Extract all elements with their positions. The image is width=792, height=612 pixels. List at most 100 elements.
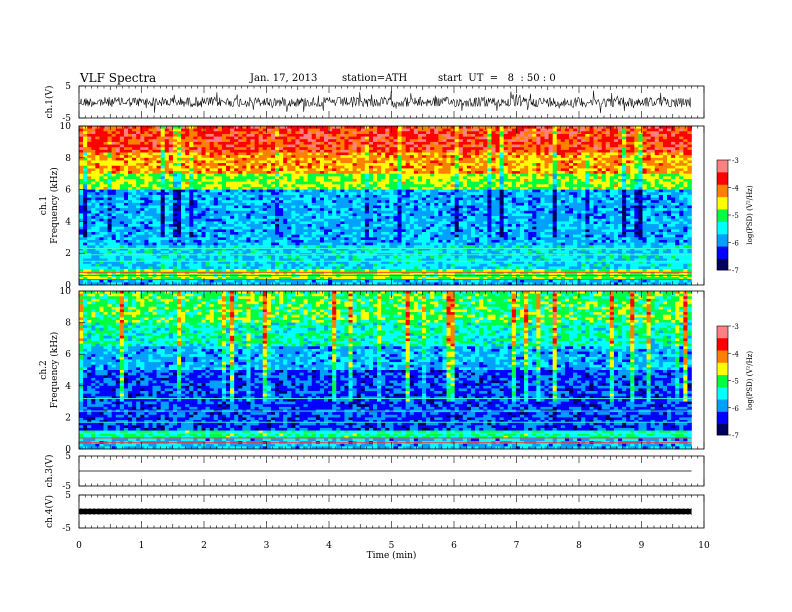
spectrogram-cell — [352, 133, 357, 137]
spectrogram-cell — [622, 136, 627, 140]
spectrogram-cell — [589, 181, 594, 185]
spectrogram-cell — [275, 205, 280, 209]
spectrogram-cell — [483, 165, 488, 169]
spectrogram-cell — [311, 160, 317, 164]
spectrogram-cell — [307, 168, 313, 172]
spectrogram-cell — [634, 131, 639, 135]
spectrogram-cell — [266, 163, 272, 167]
spectrogram-cell — [360, 157, 366, 161]
spectrogram-cell — [667, 147, 672, 151]
spectrogram-cell — [144, 155, 149, 159]
spectrogram-cell — [303, 147, 308, 151]
spectrogram-cell — [475, 171, 480, 174]
spectrogram-cell — [520, 136, 525, 140]
spectrogram-cell — [434, 173, 439, 177]
spectrogram-cell — [148, 131, 153, 135]
spectrogram-cell — [601, 168, 607, 172]
spectrogram-cell — [442, 136, 447, 140]
spectrogram-cell — [205, 165, 210, 169]
spectrogram-cell — [295, 131, 300, 135]
spectrogram-cell — [495, 160, 500, 164]
spectrogram-cell — [503, 155, 509, 159]
spectrogram-cell — [679, 157, 684, 161]
spectrogram-cell — [675, 157, 680, 161]
spectrogram-cell — [226, 141, 231, 145]
spectrogram-cell — [250, 189, 255, 193]
spectrogram-cell — [201, 168, 206, 172]
spectrogram-cell — [266, 152, 272, 156]
spectrogram-cell — [569, 133, 574, 137]
spectrogram-cell — [99, 168, 104, 172]
spectrogram-cell — [675, 176, 680, 180]
spectrogram-cell — [295, 165, 300, 169]
spectrogram-cell — [585, 171, 590, 174]
spectrogram-cell — [299, 141, 304, 145]
spectrogram-cell — [503, 197, 509, 201]
spectrogram-cell — [258, 149, 264, 153]
spectrogram-cell — [626, 128, 631, 132]
spectrogram-cell — [148, 160, 153, 164]
spectrogram-cell — [344, 173, 349, 177]
spectrogram-cell — [324, 149, 329, 153]
spectrogram-cell — [291, 179, 296, 182]
spectrogram-cell — [209, 139, 215, 143]
spectrogram-cell — [352, 184, 357, 188]
spectrogram-cell — [536, 200, 541, 204]
spectrogram-cell — [658, 184, 664, 188]
spectrogram-cell — [132, 168, 137, 172]
spectrogram-cell — [389, 179, 394, 182]
spectrogram-cell — [503, 133, 509, 137]
spectrogram-cell — [352, 139, 357, 143]
spectrogram-cell — [324, 152, 329, 156]
spectrogram-cell — [221, 176, 227, 180]
spectrogram-cell — [136, 181, 141, 185]
spectrogram-cell — [499, 171, 504, 174]
spectrogram-cell — [483, 160, 488, 164]
spectrogram-cell — [377, 176, 382, 180]
spectrogram-cell — [368, 205, 374, 209]
spectrogram-cell — [270, 202, 276, 206]
spectrogram-cell — [275, 147, 280, 151]
spectrogram-cell — [593, 173, 598, 177]
spectrogram-cell — [242, 144, 247, 148]
spectrogram-cell — [548, 179, 553, 182]
spectrogram-cell — [123, 147, 129, 151]
spectrogram-cell — [552, 139, 558, 143]
spectrogram-cell — [128, 141, 133, 145]
spectrogram-cell — [221, 133, 227, 137]
spectrogram-cell — [618, 208, 623, 212]
spectrogram-cell — [536, 181, 541, 185]
spectrogram-cell — [634, 173, 639, 177]
spectrogram-cell — [564, 133, 570, 137]
spectrogram-cell — [511, 181, 517, 185]
spectrogram-cell — [128, 139, 133, 143]
spectrogram-cell — [393, 202, 398, 206]
spectrogram-cell — [111, 184, 117, 188]
spectrogram-cell — [307, 141, 313, 145]
spectrogram-cell — [393, 163, 398, 167]
spectrogram-cell — [168, 202, 174, 206]
spectrogram-cell — [605, 155, 611, 159]
spectrogram-cell — [164, 126, 170, 129]
spectrogram-cell — [683, 176, 688, 180]
spectrogram-cell — [119, 128, 125, 132]
spectrogram-cell — [581, 144, 586, 148]
spectrogram-cell — [319, 194, 325, 198]
spectrogram-cell — [430, 205, 435, 209]
spectrogram-cell — [630, 141, 635, 145]
spectrogram-cell — [168, 136, 174, 140]
spectrogram-cell — [434, 192, 439, 196]
spectrogram-cell — [287, 149, 292, 153]
spectrogram-cell — [642, 149, 647, 153]
spectrogram-cell — [475, 163, 480, 167]
spectrogram-cell — [234, 200, 239, 204]
spectrogram-cell — [650, 152, 656, 156]
spectrogram-cell — [299, 160, 304, 164]
spectrogram-cell — [658, 179, 664, 182]
spectrogram-cell — [356, 131, 362, 135]
spectrogram-cell — [201, 176, 206, 180]
spectrogram-cell — [91, 139, 96, 143]
spectrogram-cell — [569, 163, 574, 167]
spectrogram-cell — [87, 184, 92, 188]
spectrogram-cell — [156, 202, 161, 206]
